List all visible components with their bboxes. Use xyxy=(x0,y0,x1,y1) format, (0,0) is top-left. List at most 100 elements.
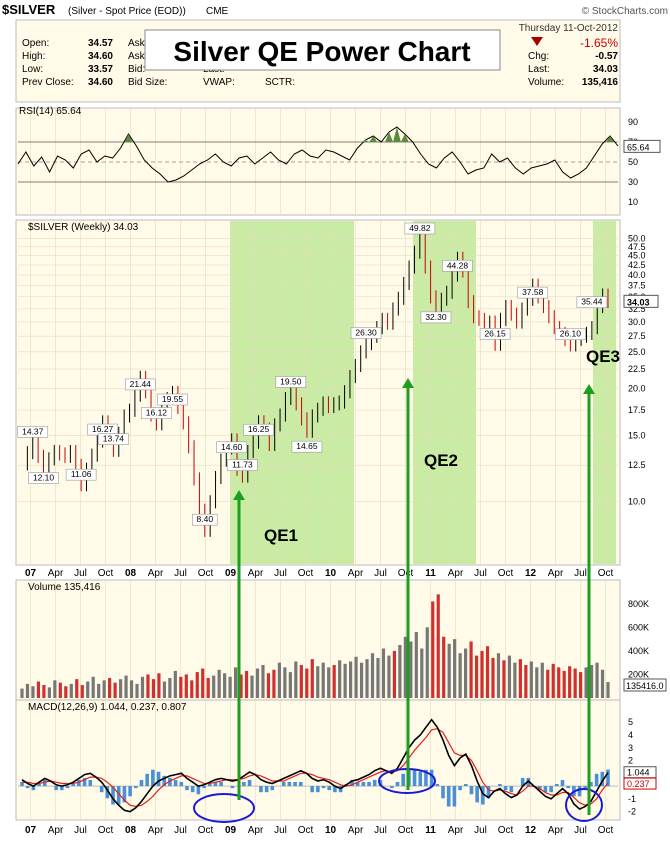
rsi-overbought-fill xyxy=(385,132,393,142)
x-tick-label: Apr xyxy=(348,825,364,836)
price-y-tick: 40.0 xyxy=(628,270,646,280)
qe2-label: QE2 xyxy=(424,451,458,470)
price-annotation: 19.50 xyxy=(280,376,302,386)
price-annotation: 11.06 xyxy=(71,469,92,479)
macd-histogram-bar xyxy=(549,786,553,793)
macd-histogram-bar xyxy=(589,781,593,787)
volume-bar xyxy=(562,670,566,698)
macd-histogram-bar xyxy=(498,784,502,787)
macd-series xyxy=(18,718,618,823)
volume-bar xyxy=(272,669,276,698)
price-annotation: 14.65 xyxy=(296,441,318,451)
x-tick-label: Apr xyxy=(148,568,164,579)
macd-histogram-bar xyxy=(179,781,184,787)
x-tick-label: Oct xyxy=(198,825,214,836)
macd-histogram-bar xyxy=(60,786,64,791)
qe-band xyxy=(593,221,616,564)
price-annotation-box xyxy=(141,407,172,419)
macd-histogram-bar xyxy=(441,786,445,799)
x-tick-label: Apr xyxy=(248,825,264,836)
macd-histogram-bar xyxy=(606,769,610,787)
rsi-overbought-fill xyxy=(400,134,409,142)
macd-histogram-bar xyxy=(350,779,354,787)
macd-histogram-bar xyxy=(560,779,565,787)
x-tick-label: 12 xyxy=(525,825,537,836)
price-annotation-box xyxy=(227,459,258,471)
x-tick-label: Jul xyxy=(374,825,387,836)
volume-bar xyxy=(195,672,199,698)
x-tick-label: Jul xyxy=(174,825,187,836)
volume-bar xyxy=(277,662,282,698)
volume-bar xyxy=(403,636,407,698)
macd-last-value: 1.044 xyxy=(627,768,650,778)
stat-label: Chg: xyxy=(528,51,549,62)
volume-bar xyxy=(469,641,473,698)
macd-histogram-bar xyxy=(219,781,223,787)
macd-histogram-bar xyxy=(355,781,360,787)
x-tick-label: Apr xyxy=(448,568,464,579)
stat-value: -0.57 xyxy=(595,51,618,62)
price-annotation: 26.30 xyxy=(355,327,377,337)
volume-y-tick: 200K xyxy=(628,669,649,679)
price-annotation: 35.44 xyxy=(581,297,603,307)
volume-bar xyxy=(42,685,46,698)
volume-bar xyxy=(606,682,610,698)
macd-histogram-bar xyxy=(190,786,195,793)
macd-histogram-bar xyxy=(321,786,326,789)
macd-histogram-bar xyxy=(293,781,297,787)
macd-histogram-bar xyxy=(151,769,155,787)
volume-bar xyxy=(184,674,188,698)
volume-bar xyxy=(36,681,41,698)
price-annotation-box xyxy=(28,472,59,484)
price-annotation-box xyxy=(479,328,511,340)
volume-bar xyxy=(239,674,243,698)
volume-y-tick: 600K xyxy=(628,622,649,632)
price-annotation-box xyxy=(420,311,452,324)
volume-bar xyxy=(507,655,512,698)
volume-bar xyxy=(338,660,342,698)
price-last-value: 34.03 xyxy=(627,297,650,307)
x-tick-label: Jul xyxy=(374,568,387,579)
price-y-tick: 37.5 xyxy=(628,280,646,290)
volume-bar xyxy=(288,672,292,698)
rsi-overbought-fill xyxy=(361,140,370,142)
symbol: $SILVER xyxy=(2,2,56,17)
volume-last-value: 135416.0 xyxy=(626,681,664,691)
volume-bar xyxy=(584,667,588,698)
x-tick-label: Jul xyxy=(174,568,187,579)
volume-bar xyxy=(146,674,150,698)
price-annotation-box xyxy=(555,328,586,341)
macd-histogram-bar xyxy=(310,786,314,793)
volume-bar xyxy=(529,661,533,698)
volume-bar xyxy=(305,668,309,698)
volume-bar xyxy=(113,682,117,698)
macd-histogram-bar xyxy=(327,786,332,791)
macd-histogram-bar xyxy=(247,779,252,787)
stat-value: 34.03 xyxy=(593,64,618,75)
macd-histogram-bar xyxy=(298,781,303,787)
stat-value: 33.57 xyxy=(88,64,113,75)
volume-bar xyxy=(321,662,325,698)
volume-bar xyxy=(299,665,303,698)
macd-histogram-bar xyxy=(105,786,110,799)
price-annotation: 14.60 xyxy=(221,442,243,452)
macd-histogram-bar xyxy=(566,786,570,789)
x-tick-label: 11 xyxy=(425,825,436,836)
volume-bar xyxy=(540,662,544,698)
macd-histogram-bar xyxy=(37,784,41,787)
macd-histogram-bar xyxy=(116,786,121,805)
volume-bar xyxy=(75,679,79,698)
x-tick-label: Oct xyxy=(298,825,314,836)
volume-bar xyxy=(502,660,506,698)
axes: 07 07 Apr Apr Jul Jul Oct Oct 08 08 Apr Apr Jul Jul Oc… xyxy=(25,117,667,836)
price-annotation: 37.58 xyxy=(522,287,544,297)
x-tick-label: 12 xyxy=(525,568,537,579)
price-y-tick: 50.0 xyxy=(628,233,646,243)
x-tick-label: Jul xyxy=(74,825,87,836)
rsi-y-tick: 90 xyxy=(628,117,638,127)
volume-bar xyxy=(453,639,457,698)
volume-bar xyxy=(464,648,468,698)
volume-bar xyxy=(327,667,331,698)
volume-bar xyxy=(392,650,397,698)
volume-bar xyxy=(387,655,391,698)
